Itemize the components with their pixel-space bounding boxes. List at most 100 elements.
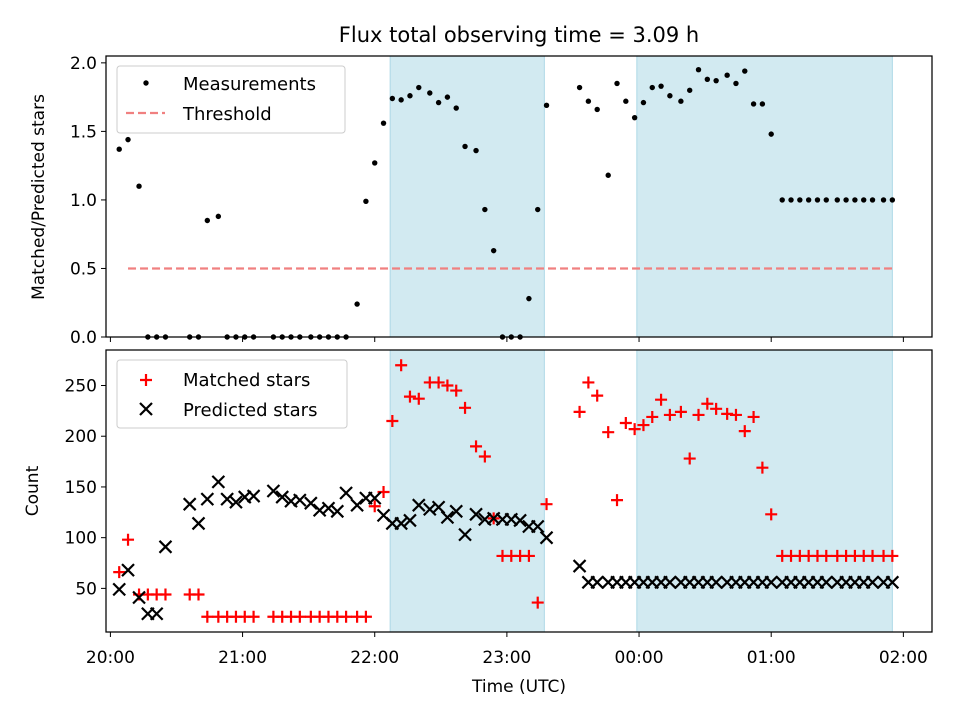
matched-star-point xyxy=(432,376,445,389)
x-tick-label: 22:00 xyxy=(350,648,399,668)
measurement-point xyxy=(204,217,211,224)
measurement-point xyxy=(843,197,849,203)
predicted-star-point xyxy=(403,513,417,528)
top-legend: Measurements Threshold xyxy=(116,65,346,134)
measurement-point xyxy=(473,147,479,154)
measurement-point xyxy=(834,197,840,203)
matched-star-point xyxy=(692,408,705,421)
measurement-point xyxy=(805,197,812,203)
y-tick-label: 1.0 xyxy=(70,191,97,211)
measurement-point xyxy=(823,197,829,203)
y-tick-label: 2.0 xyxy=(70,54,97,74)
predicted-star-point xyxy=(246,489,261,503)
matched-star-point xyxy=(637,419,650,432)
measurement-point xyxy=(453,105,459,111)
x-axis-label: Time (UTC) xyxy=(471,677,566,697)
top-y-axis-label: Matched/Predicted stars xyxy=(29,94,49,300)
legend-threshold-label: Threshold xyxy=(182,104,272,125)
measurement-point xyxy=(687,87,693,93)
measurement-point xyxy=(750,101,757,107)
bottom-shaded-intervals xyxy=(389,349,893,633)
measurement-point xyxy=(788,197,794,203)
measurement-point xyxy=(814,197,821,203)
shaded-interval-2 xyxy=(636,55,893,338)
measurement-point xyxy=(861,197,867,203)
matched-star-point xyxy=(540,498,553,511)
matched-star-point xyxy=(368,500,381,513)
measurement-point xyxy=(354,301,360,307)
matched-star-point xyxy=(674,405,687,418)
predicted-star-point xyxy=(191,516,206,531)
measurement-point xyxy=(623,98,629,104)
measurement-point xyxy=(535,206,541,213)
predicted-star-point xyxy=(572,559,587,573)
measurement-point xyxy=(490,247,497,254)
measurement-point xyxy=(435,99,442,106)
predicted-star-point xyxy=(885,575,900,590)
predicted-star-point xyxy=(530,519,545,534)
measurement-point xyxy=(869,197,876,203)
bottom-y-axis-label: Count xyxy=(23,465,43,516)
measurement-point xyxy=(543,102,550,109)
measurement-point xyxy=(594,106,600,113)
measurement-point xyxy=(631,114,638,121)
legend-measurements-label: Measurements xyxy=(183,74,316,95)
predicted-star-point xyxy=(709,575,723,590)
measurement-point xyxy=(398,97,404,103)
top-panel: 0.00.51.01.52.0 Matched/Predicted stars … xyxy=(29,54,933,348)
matched-star-point xyxy=(646,410,659,423)
measurement-point xyxy=(733,80,739,87)
matched-star-point xyxy=(159,588,172,601)
measurement-point xyxy=(797,197,803,203)
shaded-interval-2 xyxy=(636,349,893,633)
matched-star-point xyxy=(470,440,483,453)
measurement-point xyxy=(363,198,369,204)
measurement-point xyxy=(116,146,122,152)
matched-star-point xyxy=(729,408,742,421)
measurement-point xyxy=(889,197,896,203)
bottom-y-ticks: 50 100 150 200 250 xyxy=(65,377,106,599)
matched-star-point xyxy=(619,417,632,430)
predicted-star-point xyxy=(590,575,604,590)
matched-star-point xyxy=(611,494,624,507)
matched-star-point xyxy=(359,610,372,623)
y-tick-label: 100 xyxy=(65,529,97,549)
measurement-point xyxy=(136,183,142,189)
matched-star-point xyxy=(866,549,879,562)
measurement-point xyxy=(585,98,592,104)
matched-star-point xyxy=(122,533,135,546)
matched-star-point xyxy=(582,376,595,389)
predicted-star-point xyxy=(539,530,554,545)
matched-star-point xyxy=(756,461,769,474)
predicted-star-point xyxy=(764,575,778,590)
x-tick-label: 01:00 xyxy=(747,648,796,668)
matched-star-point xyxy=(412,392,425,405)
measurement-point xyxy=(742,68,748,74)
measurement-point xyxy=(372,160,378,166)
matched-star-point xyxy=(441,379,454,392)
predicted-star-point xyxy=(819,575,834,590)
x-tick-label: 20:00 xyxy=(86,648,135,668)
predicted-star-point xyxy=(865,575,880,590)
legend-predicted-label: Predicted stars xyxy=(183,400,317,421)
predicted-star-point xyxy=(458,527,472,542)
predicted-star-point xyxy=(229,495,243,509)
y-tick-label: 150 xyxy=(65,478,97,498)
predicted-star-point xyxy=(394,516,408,531)
predicted-star-point xyxy=(350,498,364,512)
matched-star-point xyxy=(113,566,126,579)
top-x-tick-marks xyxy=(109,337,904,342)
matched-star-point xyxy=(395,359,408,372)
measurement-point xyxy=(658,83,664,89)
top-shaded-intervals xyxy=(389,55,893,338)
measurement-point xyxy=(389,95,396,102)
matched-star-point xyxy=(573,405,586,418)
predicted-star-point xyxy=(132,590,146,605)
predicted-star-point xyxy=(330,504,345,519)
y-tick-label: 0.5 xyxy=(70,259,97,279)
measurement-point xyxy=(779,197,785,203)
measurement-point xyxy=(482,206,488,213)
top-legend-box xyxy=(116,65,346,134)
matched-star-point xyxy=(293,610,306,623)
matched-star-point xyxy=(710,402,723,415)
